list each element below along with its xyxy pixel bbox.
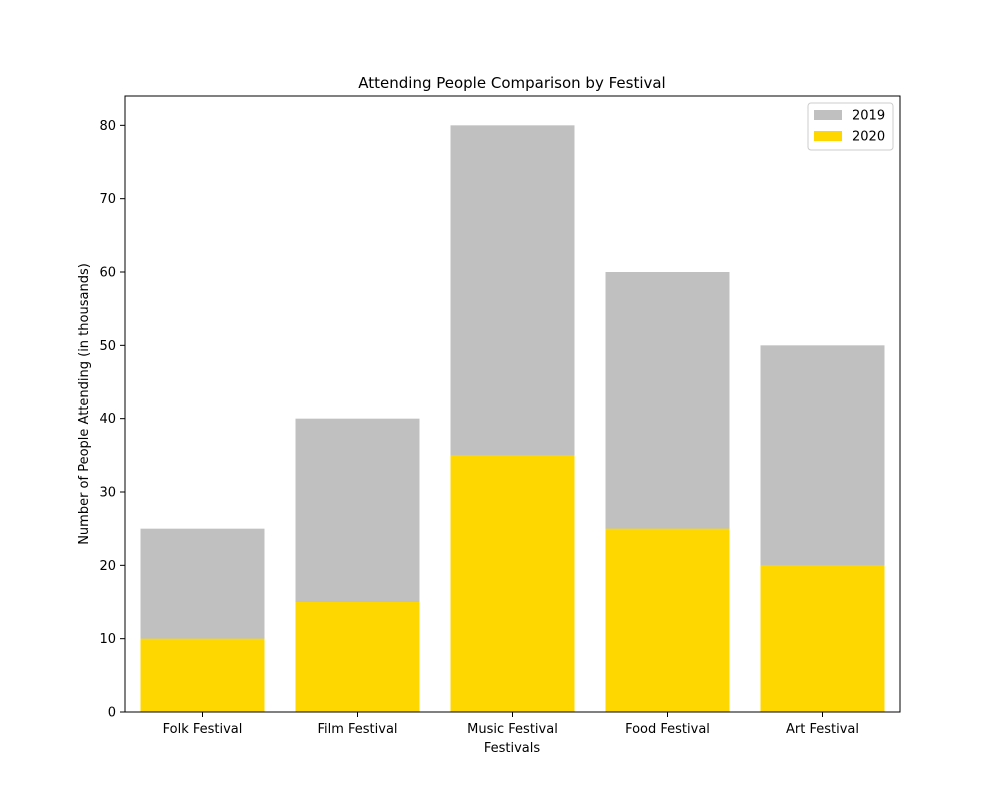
y-tick-label: 80 — [99, 119, 116, 134]
bar-2020-music-festival — [450, 455, 575, 712]
y-tick-label: 50 — [99, 339, 116, 354]
legend: 2019 2020 — [807, 102, 894, 151]
y-tick-label: 70 — [99, 192, 116, 207]
plot-frame — [124, 95, 901, 713]
y-tick-label: 30 — [99, 486, 116, 501]
y-axis-label: Number of People Attending (in thousands… — [77, 263, 92, 545]
x-tick-label: Food Festival — [625, 722, 710, 737]
y-tick-label: 60 — [99, 266, 116, 281]
y-tick-label: 40 — [99, 412, 116, 427]
x-axis-label: Festivals — [484, 741, 541, 756]
legend-swatch-2020 — [814, 131, 842, 141]
bar-2020-film-festival — [295, 602, 420, 712]
y-tick-label: 0 — [108, 706, 116, 721]
bar-2020-folk-festival — [140, 638, 265, 712]
legend-label-2020: 2020 — [852, 130, 885, 145]
y-tick-label: 10 — [99, 632, 116, 647]
bar-2020-food-festival — [605, 528, 730, 712]
y-tick-label: 20 — [99, 559, 116, 574]
x-tick-label: Folk Festival — [163, 722, 243, 737]
chart-title: Attending People Comparison by Festival — [358, 74, 665, 92]
y-axis-ticks: 0 10 20 30 40 50 60 70 80 — [99, 119, 125, 721]
bar-2020-art-festival — [760, 565, 885, 712]
x-axis-ticks: Folk Festival Film Festival Music Festival… — [163, 712, 859, 737]
legend-swatch-2019 — [814, 110, 842, 120]
x-tick-label: Film Festival — [317, 722, 397, 737]
x-tick-label: Music Festival — [467, 722, 558, 737]
x-tick-label: Art Festival — [786, 722, 859, 737]
legend-label-2019: 2019 — [852, 109, 885, 124]
bars-group — [140, 125, 885, 713]
